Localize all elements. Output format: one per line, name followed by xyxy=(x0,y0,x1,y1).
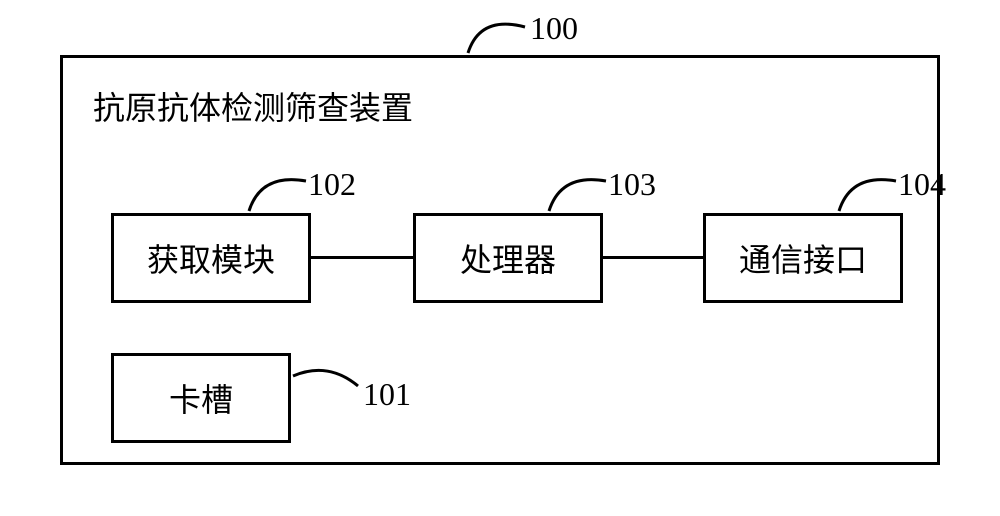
block-card-slot: 卡槽 xyxy=(111,353,291,443)
ref-label-101: 101 xyxy=(363,376,411,413)
block-comm-interface: 通信接口 xyxy=(703,213,903,303)
connector-103-104 xyxy=(603,256,703,259)
block-processor: 处理器 xyxy=(413,213,603,303)
block-label: 卡槽 xyxy=(169,375,233,421)
callout-arc-103 xyxy=(541,163,621,223)
block-label: 处理器 xyxy=(460,235,556,281)
connector-102-103 xyxy=(311,256,413,259)
diagram-container: 抗原抗体检测筛查装置 获取模块 处理器 通信接口 卡槽 102 103 104 … xyxy=(60,55,940,465)
block-acquisition-module: 获取模块 xyxy=(111,213,311,303)
callout-arc-104 xyxy=(831,163,911,223)
callout-arc-100 xyxy=(460,5,540,65)
block-label: 获取模块 xyxy=(147,235,275,281)
block-label: 通信接口 xyxy=(739,235,867,281)
callout-arc-101 xyxy=(288,356,368,406)
callout-arc-102 xyxy=(241,163,321,223)
diagram-title: 抗原抗体检测筛查装置 xyxy=(93,83,413,129)
